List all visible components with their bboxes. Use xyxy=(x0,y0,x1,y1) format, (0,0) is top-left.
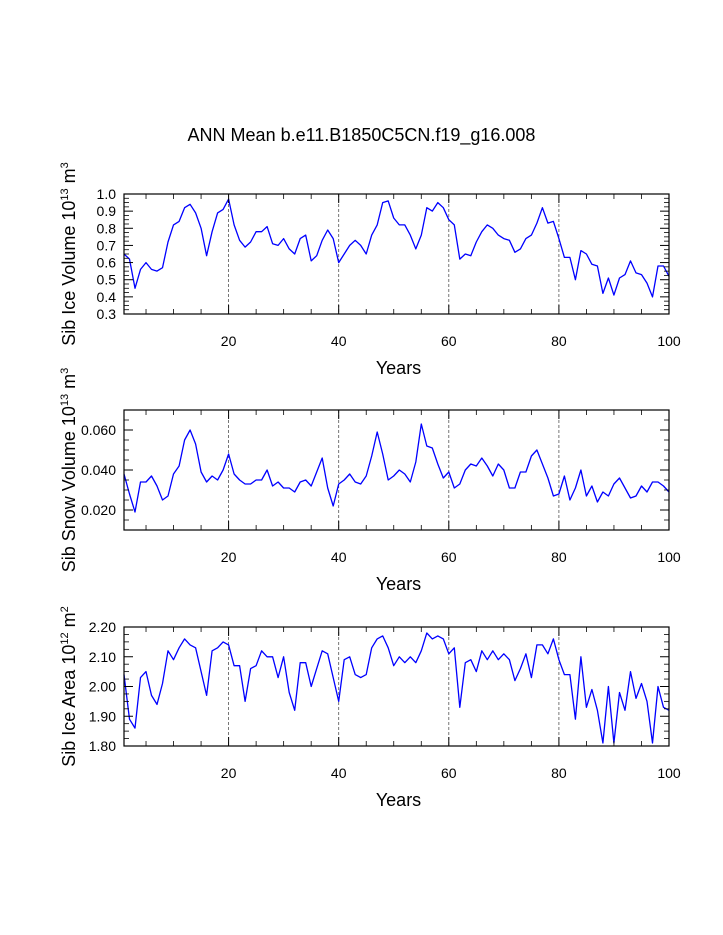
y-axis-label-text: m xyxy=(59,374,79,394)
panel-2: 20 40 60 80 100 0.020 0.040 0.060 Years Sib Snow … xyxy=(59,368,681,594)
y-axis-label-superscript: 3 xyxy=(59,368,71,374)
x-tick-label: 60 xyxy=(441,549,457,565)
x-tick-label: 100 xyxy=(657,549,681,565)
y-tick-label: 0.9 xyxy=(97,203,117,219)
y-axis-label-text: m xyxy=(59,168,79,188)
x-tick-label: 40 xyxy=(331,765,347,781)
y-tick-label: 0.020 xyxy=(81,502,116,518)
x-tick-label: 80 xyxy=(551,549,567,565)
y-tick-label: 2.10 xyxy=(89,649,116,665)
y-axis-label-text: Sib Snow Volume 10 xyxy=(59,406,79,572)
x-tick-label: 20 xyxy=(221,333,237,349)
y-tick-label: 0.8 xyxy=(97,220,117,236)
x-tick-label: 20 xyxy=(221,549,237,565)
y-axis-label-superscript: 13 xyxy=(59,394,71,406)
y-axis-label: Sib Snow Volume 1013 m3 xyxy=(59,368,79,572)
x-tick-label: 60 xyxy=(441,765,457,781)
y-axis-label-text: Sib Ice Volume 10 xyxy=(59,201,79,346)
y-axis-label-text: Sib Ice Area 10 xyxy=(59,645,79,767)
x-tick-label: 80 xyxy=(551,765,567,781)
y-axis-label-superscript: 3 xyxy=(59,162,71,168)
y-tick-label: 0.6 xyxy=(97,255,117,271)
series-line xyxy=(123,423,670,513)
panel-3: 20 40 60 80 100 1.80 1.90 2.00 2.10 2.20 Years Sib … xyxy=(59,606,681,810)
x-tick-label: 100 xyxy=(657,765,681,781)
panel-1: 20 40 60 80 100 0.30.40.50.6 0.70.80.91.0 Years… xyxy=(59,162,681,378)
y-axis-label: Sib Ice Volume 1013 m3 xyxy=(59,162,79,345)
y-tick-label: 1.0 xyxy=(97,186,117,202)
y-axis-label-superscript: 13 xyxy=(59,188,71,200)
figure-title: ANN Mean b.e11.B1850C5CN.f19_g16.008 xyxy=(187,125,536,145)
y-tick-label: 1.90 xyxy=(89,708,116,724)
x-tick-label: 40 xyxy=(331,549,347,565)
x-axis-label: Years xyxy=(376,574,421,594)
x-tick-label: 80 xyxy=(551,333,567,349)
y-tick-label: 0.060 xyxy=(81,422,116,438)
x-axis-label: Years xyxy=(376,358,421,378)
x-tick-label: 40 xyxy=(331,333,347,349)
y-tick-label: 1.80 xyxy=(89,738,116,754)
y-tick-label: 0.7 xyxy=(97,237,117,253)
y-tick-label: 0.040 xyxy=(81,462,116,478)
y-axis-label: Sib Ice Area 1012 m2 xyxy=(59,606,79,766)
y-tick-label: 0.3 xyxy=(97,306,117,322)
x-tick-label: 20 xyxy=(221,765,237,781)
y-axis-label-text: m xyxy=(59,612,79,632)
x-tick-label: 60 xyxy=(441,333,457,349)
x-tick-label: 100 xyxy=(657,333,681,349)
plot-frame xyxy=(123,409,670,531)
series-line xyxy=(123,632,670,744)
y-tick-label: 2.20 xyxy=(89,619,116,635)
y-axis-label-superscript: 2 xyxy=(59,606,71,612)
series-line xyxy=(123,198,670,298)
x-axis-label: Years xyxy=(376,790,421,810)
y-tick-label: 0.4 xyxy=(97,289,117,305)
y-tick-label: 0.5 xyxy=(97,272,117,288)
plot-frame xyxy=(123,626,670,747)
y-axis-label-superscript: 12 xyxy=(59,632,71,644)
y-tick-label: 2.00 xyxy=(89,679,116,695)
